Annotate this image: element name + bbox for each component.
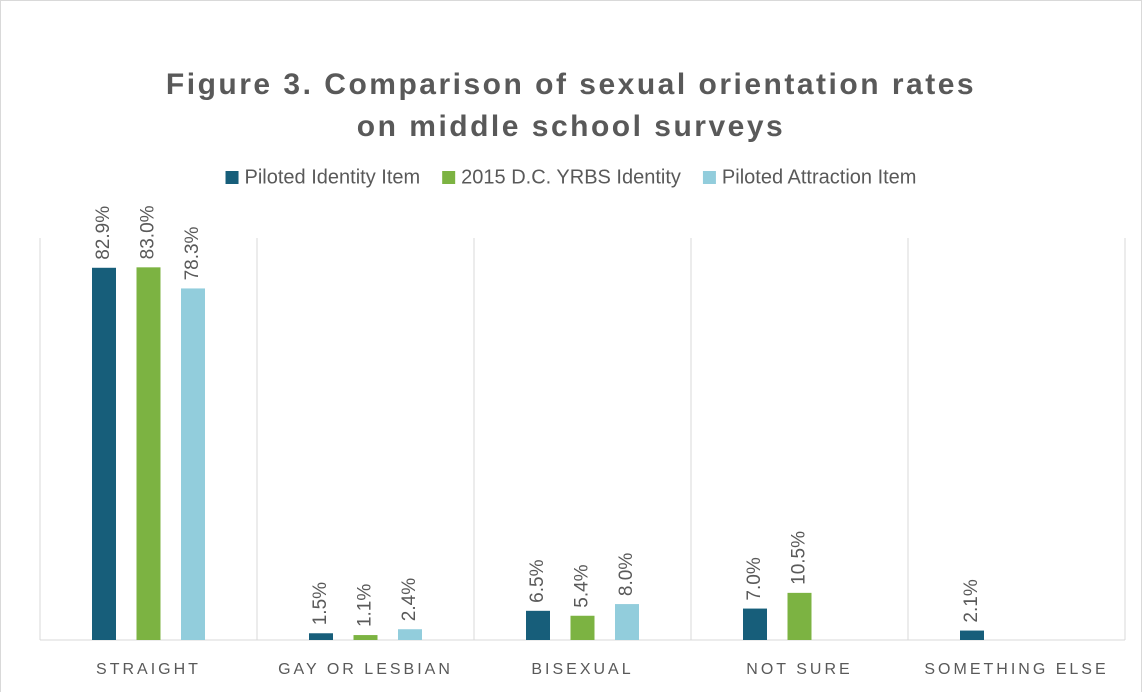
bar <box>743 608 767 640</box>
data-label: 7.0% <box>744 557 765 600</box>
bar <box>136 267 161 640</box>
data-label: 83.0% <box>138 205 159 259</box>
bar <box>398 629 422 640</box>
bar <box>309 633 333 640</box>
x-tick-label: BISEXUAL <box>531 661 633 678</box>
chart-title: on middle school surveys <box>357 110 785 143</box>
bar <box>615 604 639 640</box>
data-label: 10.5% <box>789 531 810 585</box>
data-label: 1.5% <box>310 582 331 625</box>
legend-label: Piloted Attraction Item <box>722 166 917 188</box>
data-label: 1.1% <box>355 584 376 627</box>
x-tick-label: GAY OR LESBIAN <box>278 661 453 678</box>
bar <box>181 288 205 640</box>
data-label: 82.9% <box>93 206 114 260</box>
bar <box>92 267 116 640</box>
data-label: 8.0% <box>616 553 637 596</box>
chart-title: Figure 3. Comparison of sexual orientati… <box>166 68 976 101</box>
bar <box>570 615 595 640</box>
data-label: 5.4% <box>572 564 593 607</box>
legend-swatch <box>442 171 456 184</box>
bar <box>960 630 984 640</box>
bar <box>353 635 378 640</box>
legend-swatch <box>702 171 716 184</box>
legend-label: 2015 D.C. YRBS Identity <box>461 166 681 188</box>
data-label: 2.1% <box>961 579 982 622</box>
x-tick-label: STRAIGHT <box>96 661 201 678</box>
legend-swatch <box>225 171 239 184</box>
data-label: 2.4% <box>399 578 420 621</box>
x-tick-label: NOT SURE <box>746 661 852 678</box>
data-label: 6.5% <box>527 559 548 602</box>
bar <box>526 610 550 640</box>
data-label: 78.3% <box>182 226 203 280</box>
bar <box>787 592 812 640</box>
legend-label: Piloted Identity Item <box>245 166 421 188</box>
x-tick-label: SOMETHING ELSE <box>924 661 1108 678</box>
